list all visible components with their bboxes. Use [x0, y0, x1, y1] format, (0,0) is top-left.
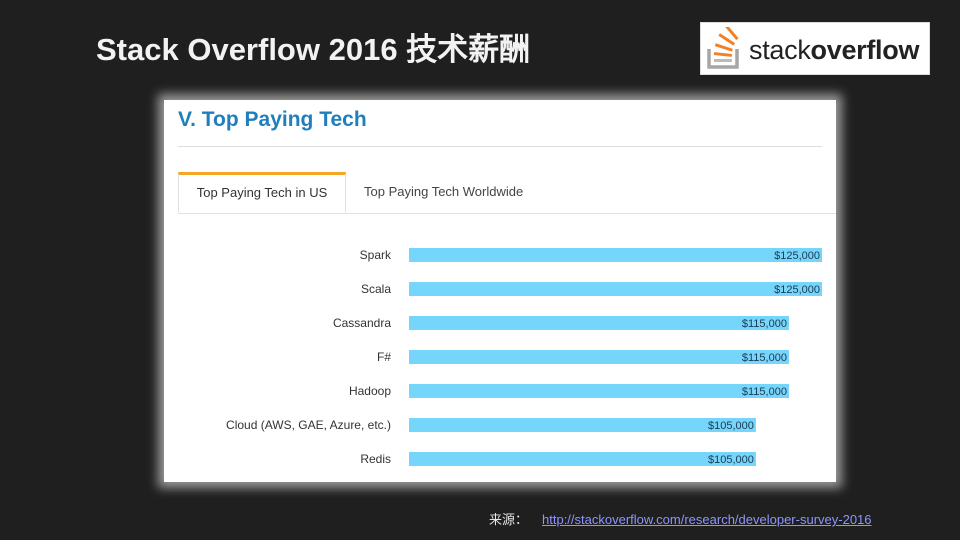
- source-label: 来源：: [489, 512, 529, 527]
- bar-label: Cassandra: [333, 316, 391, 330]
- source-line: 来源： http://stackoverflow.com/research/dev…: [489, 509, 872, 528]
- slide-title: Stack Overflow 2016 技术薪酬: [96, 32, 531, 67]
- bar-value-label: $125,000: [774, 284, 820, 296]
- top-paying-tech-chart: Spark $125,000 Scala $125,000 Cassandra $115,…: [226, 248, 822, 466]
- bar-label: Cloud (AWS, GAE, Azure, etc.): [226, 418, 391, 432]
- tab-top-paying-worldwide[interactable]: Top Paying Tech Worldwide: [364, 184, 524, 199]
- bar: [409, 350, 789, 364]
- bar-label: Hadoop: [349, 384, 391, 398]
- divider: [178, 146, 822, 147]
- bar: [409, 452, 756, 466]
- section-title: V. Top Paying Tech: [178, 108, 367, 131]
- survey-panel: V. Top Paying Tech Top Paying Tech in US…: [164, 100, 836, 482]
- bar: [409, 282, 822, 296]
- bar-value-label: $105,000: [708, 454, 754, 466]
- bar-label: Redis: [360, 452, 391, 466]
- bar-label: Spark: [360, 248, 392, 262]
- bar-label: Scala: [361, 282, 391, 296]
- bar: [409, 316, 789, 330]
- tab-bar: Top Paying Tech in US Top Paying Tech Wo…: [178, 172, 836, 214]
- bar-value-label: $125,000: [774, 250, 820, 262]
- bar-label: F#: [377, 350, 391, 364]
- bar-value-label: $105,000: [708, 420, 754, 432]
- bar-value-label: $115,000: [742, 318, 787, 330]
- bar-value-label: $115,000: [742, 386, 787, 398]
- bar: [409, 384, 789, 398]
- bar-value-label: $115,000: [742, 352, 787, 364]
- tab-top-paying-us[interactable]: Top Paying Tech in US: [178, 172, 346, 213]
- bar: [409, 248, 822, 262]
- stackoverflow-logo-icon: [707, 27, 739, 69]
- logo-wordmark: stackoverflow: [749, 35, 920, 65]
- stackoverflow-logo: stackoverflow: [700, 22, 930, 75]
- bar: [409, 418, 756, 432]
- source-link[interactable]: http://stackoverflow.com/research/develo…: [542, 512, 872, 527]
